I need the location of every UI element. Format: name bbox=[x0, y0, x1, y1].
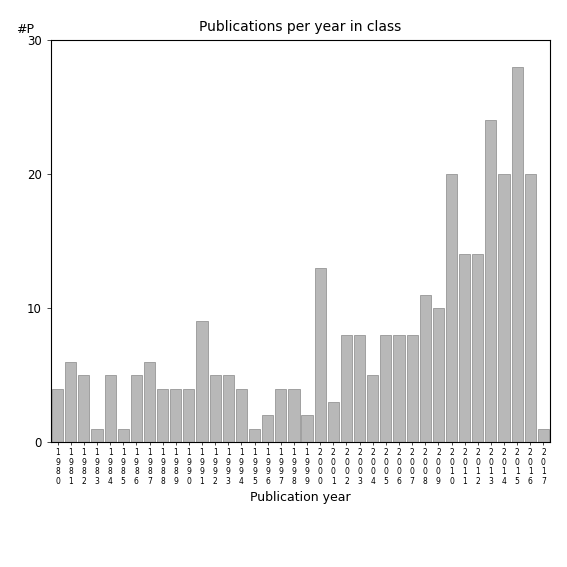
Bar bbox=[380, 335, 391, 442]
Bar bbox=[302, 416, 312, 442]
Bar bbox=[104, 375, 116, 442]
Bar bbox=[472, 255, 483, 442]
Bar bbox=[354, 335, 365, 442]
Bar bbox=[315, 268, 326, 442]
Bar bbox=[393, 335, 405, 442]
Bar bbox=[236, 388, 247, 442]
Bar bbox=[118, 429, 129, 442]
Bar bbox=[446, 174, 457, 442]
Bar bbox=[459, 255, 470, 442]
Bar bbox=[65, 362, 77, 442]
Bar bbox=[52, 388, 63, 442]
Bar bbox=[538, 429, 549, 442]
Bar bbox=[289, 388, 299, 442]
Bar bbox=[485, 120, 497, 442]
Bar bbox=[511, 66, 523, 442]
Bar bbox=[223, 375, 234, 442]
Bar bbox=[131, 375, 142, 442]
Bar bbox=[498, 174, 510, 442]
X-axis label: Publication year: Publication year bbox=[250, 492, 351, 505]
Bar bbox=[341, 335, 352, 442]
Bar bbox=[420, 295, 431, 442]
Bar bbox=[328, 402, 339, 442]
Bar bbox=[196, 321, 208, 442]
Bar bbox=[78, 375, 90, 442]
Bar bbox=[524, 174, 536, 442]
Title: Publications per year in class: Publications per year in class bbox=[200, 20, 401, 35]
Bar bbox=[183, 388, 194, 442]
Bar bbox=[262, 416, 273, 442]
Bar bbox=[433, 308, 444, 442]
Bar bbox=[170, 388, 181, 442]
Text: #P: #P bbox=[16, 23, 34, 36]
Bar bbox=[210, 375, 221, 442]
Bar bbox=[144, 362, 155, 442]
Bar bbox=[275, 388, 286, 442]
Bar bbox=[367, 375, 378, 442]
Bar bbox=[91, 429, 103, 442]
Bar bbox=[249, 429, 260, 442]
Bar bbox=[157, 388, 168, 442]
Bar bbox=[407, 335, 418, 442]
